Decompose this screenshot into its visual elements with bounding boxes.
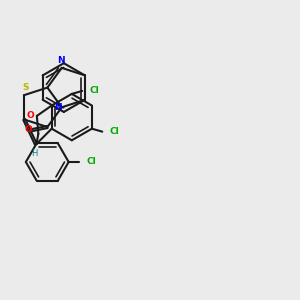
Text: O: O bbox=[26, 111, 34, 120]
Text: Cl: Cl bbox=[90, 86, 99, 95]
Text: S: S bbox=[22, 83, 29, 92]
Text: Cl: Cl bbox=[86, 158, 96, 166]
Text: Cl: Cl bbox=[110, 127, 119, 136]
Text: N: N bbox=[54, 103, 62, 112]
Text: N: N bbox=[57, 56, 65, 65]
Text: H: H bbox=[31, 149, 38, 158]
Text: O: O bbox=[24, 125, 32, 134]
